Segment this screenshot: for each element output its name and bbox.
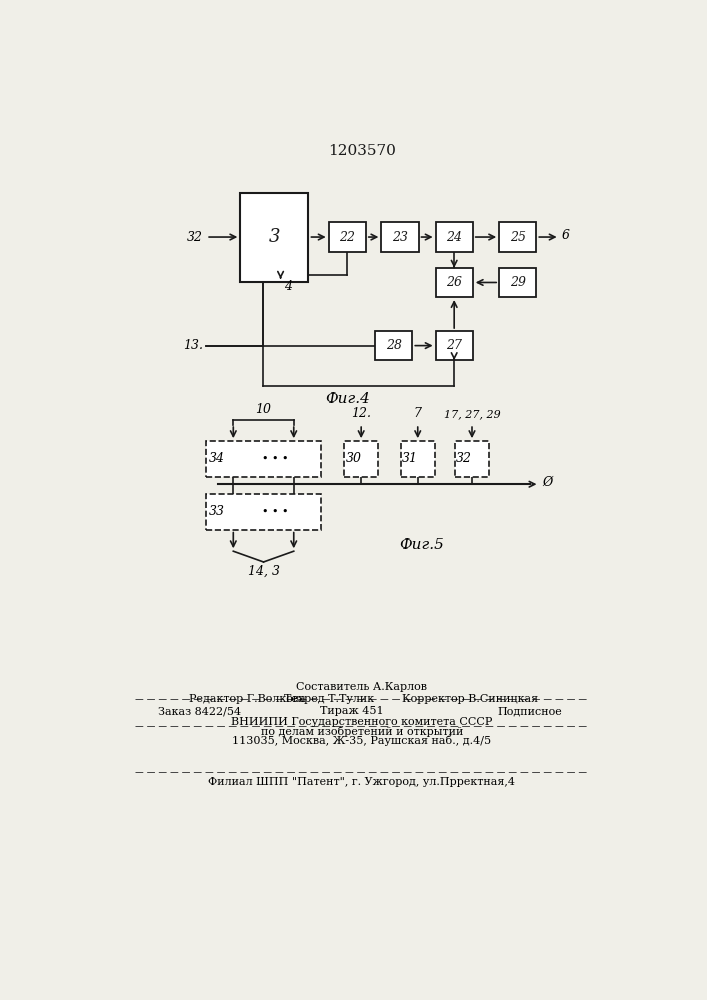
Text: 7: 7 (414, 407, 422, 420)
Text: Филиал ШПП "Патент", г. Ужгород, ул.Прректная,4: Филиал ШПП "Патент", г. Ужгород, ул.Прре… (209, 777, 515, 787)
Text: 13.: 13. (183, 339, 203, 352)
Text: • • •: • • • (262, 507, 288, 517)
Text: 25: 25 (510, 231, 526, 244)
Bar (455, 441, 489, 477)
Text: 17, 27, 29: 17, 27, 29 (443, 410, 501, 420)
Text: 1203570: 1203570 (328, 144, 396, 158)
Text: Корректор В.Синицкая: Корректор В.Синицкая (402, 694, 538, 704)
Text: 24: 24 (446, 231, 462, 244)
Bar (206, 441, 321, 477)
Text: 32: 32 (456, 452, 472, 465)
Text: • • •: • • • (262, 454, 288, 464)
Text: Техред Т.Тулик: Техред Т.Тулик (284, 694, 374, 704)
Text: Ø: Ø (542, 476, 553, 489)
Text: ВНИИПИ Государственного комитета СССР: ВНИИПИ Государственного комитета СССР (231, 717, 493, 727)
Bar (436, 331, 473, 360)
Bar (499, 268, 537, 297)
Text: 27: 27 (446, 339, 462, 352)
Text: 33: 33 (209, 505, 225, 518)
Text: Фиг.5: Фиг.5 (399, 538, 444, 552)
Bar (436, 222, 473, 252)
Text: 6: 6 (562, 229, 570, 242)
Text: 3: 3 (269, 228, 280, 246)
Text: 12.: 12. (351, 407, 371, 420)
Text: 22: 22 (339, 231, 355, 244)
Text: 26: 26 (446, 276, 462, 289)
Bar (381, 222, 419, 252)
Text: Подписное: Подписное (498, 706, 563, 716)
Text: Фиг.4: Фиг.4 (325, 392, 370, 406)
Text: 23: 23 (392, 231, 408, 244)
Text: 29: 29 (510, 276, 526, 289)
Text: 31: 31 (402, 452, 418, 465)
Bar (240, 193, 308, 282)
Bar (436, 268, 473, 297)
Text: 28: 28 (386, 339, 402, 352)
Text: Редактор Г.Волкова: Редактор Г.Волкова (189, 694, 306, 704)
Bar (375, 331, 412, 360)
Text: 34: 34 (209, 452, 225, 465)
Text: 113035, Москва, Ж-35, Раушская наб., д.4/5: 113035, Москва, Ж-35, Раушская наб., д.4… (233, 735, 491, 746)
Bar (344, 441, 378, 477)
Text: по делам изобретений и открытий: по делам изобретений и открытий (261, 726, 463, 737)
Bar (329, 222, 366, 252)
Bar (206, 494, 321, 530)
Bar (401, 441, 435, 477)
Text: Заказ 8422/54: Заказ 8422/54 (158, 706, 241, 716)
Text: Тираж 451: Тираж 451 (320, 706, 384, 716)
Text: Составитель А.Карлов: Составитель А.Карлов (296, 682, 428, 692)
Bar (499, 222, 537, 252)
Text: 32: 32 (187, 231, 203, 244)
Text: 30: 30 (346, 452, 361, 465)
Text: 14, 3: 14, 3 (247, 564, 279, 577)
Text: 4: 4 (284, 280, 293, 293)
Text: 10: 10 (255, 403, 271, 416)
